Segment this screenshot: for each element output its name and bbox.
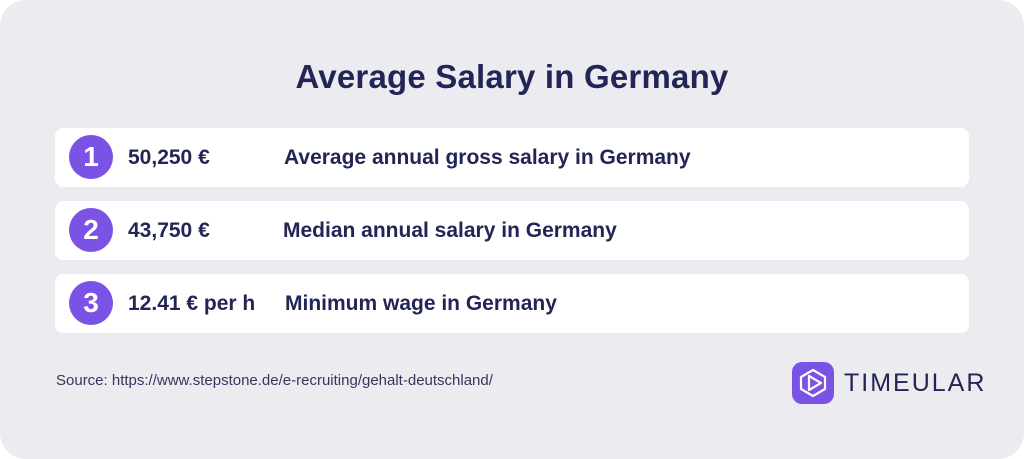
list-item: 2 43,750 € Median annual salary in Germa…	[55, 201, 969, 260]
page-title: Average Salary in Germany	[295, 58, 729, 95]
source-citation: Source: https://www.stepstone.de/e-recru…	[56, 372, 493, 389]
salary-description: Minimum wage in Germany	[285, 292, 557, 315]
salary-value: 12.41 € per h	[128, 292, 256, 315]
logo-wordmark: TIMEULAR	[844, 369, 987, 397]
salary-value: 50,250 €	[128, 146, 210, 169]
salary-description: Average annual gross salary in Germany	[284, 146, 691, 169]
salary-value: 43,750 €	[128, 219, 210, 242]
number-badge: 3	[69, 281, 113, 325]
timeular-logo-icon	[792, 362, 834, 404]
salary-description: Median annual salary in Germany	[283, 219, 617, 242]
list-item: 3 12.41 € per h Minimum wage in Germany	[55, 274, 969, 333]
number-badge: 2	[69, 208, 113, 252]
list-item: 1 50,250 € Average annual gross salary i…	[55, 128, 969, 187]
number-badge: 1	[69, 135, 113, 179]
